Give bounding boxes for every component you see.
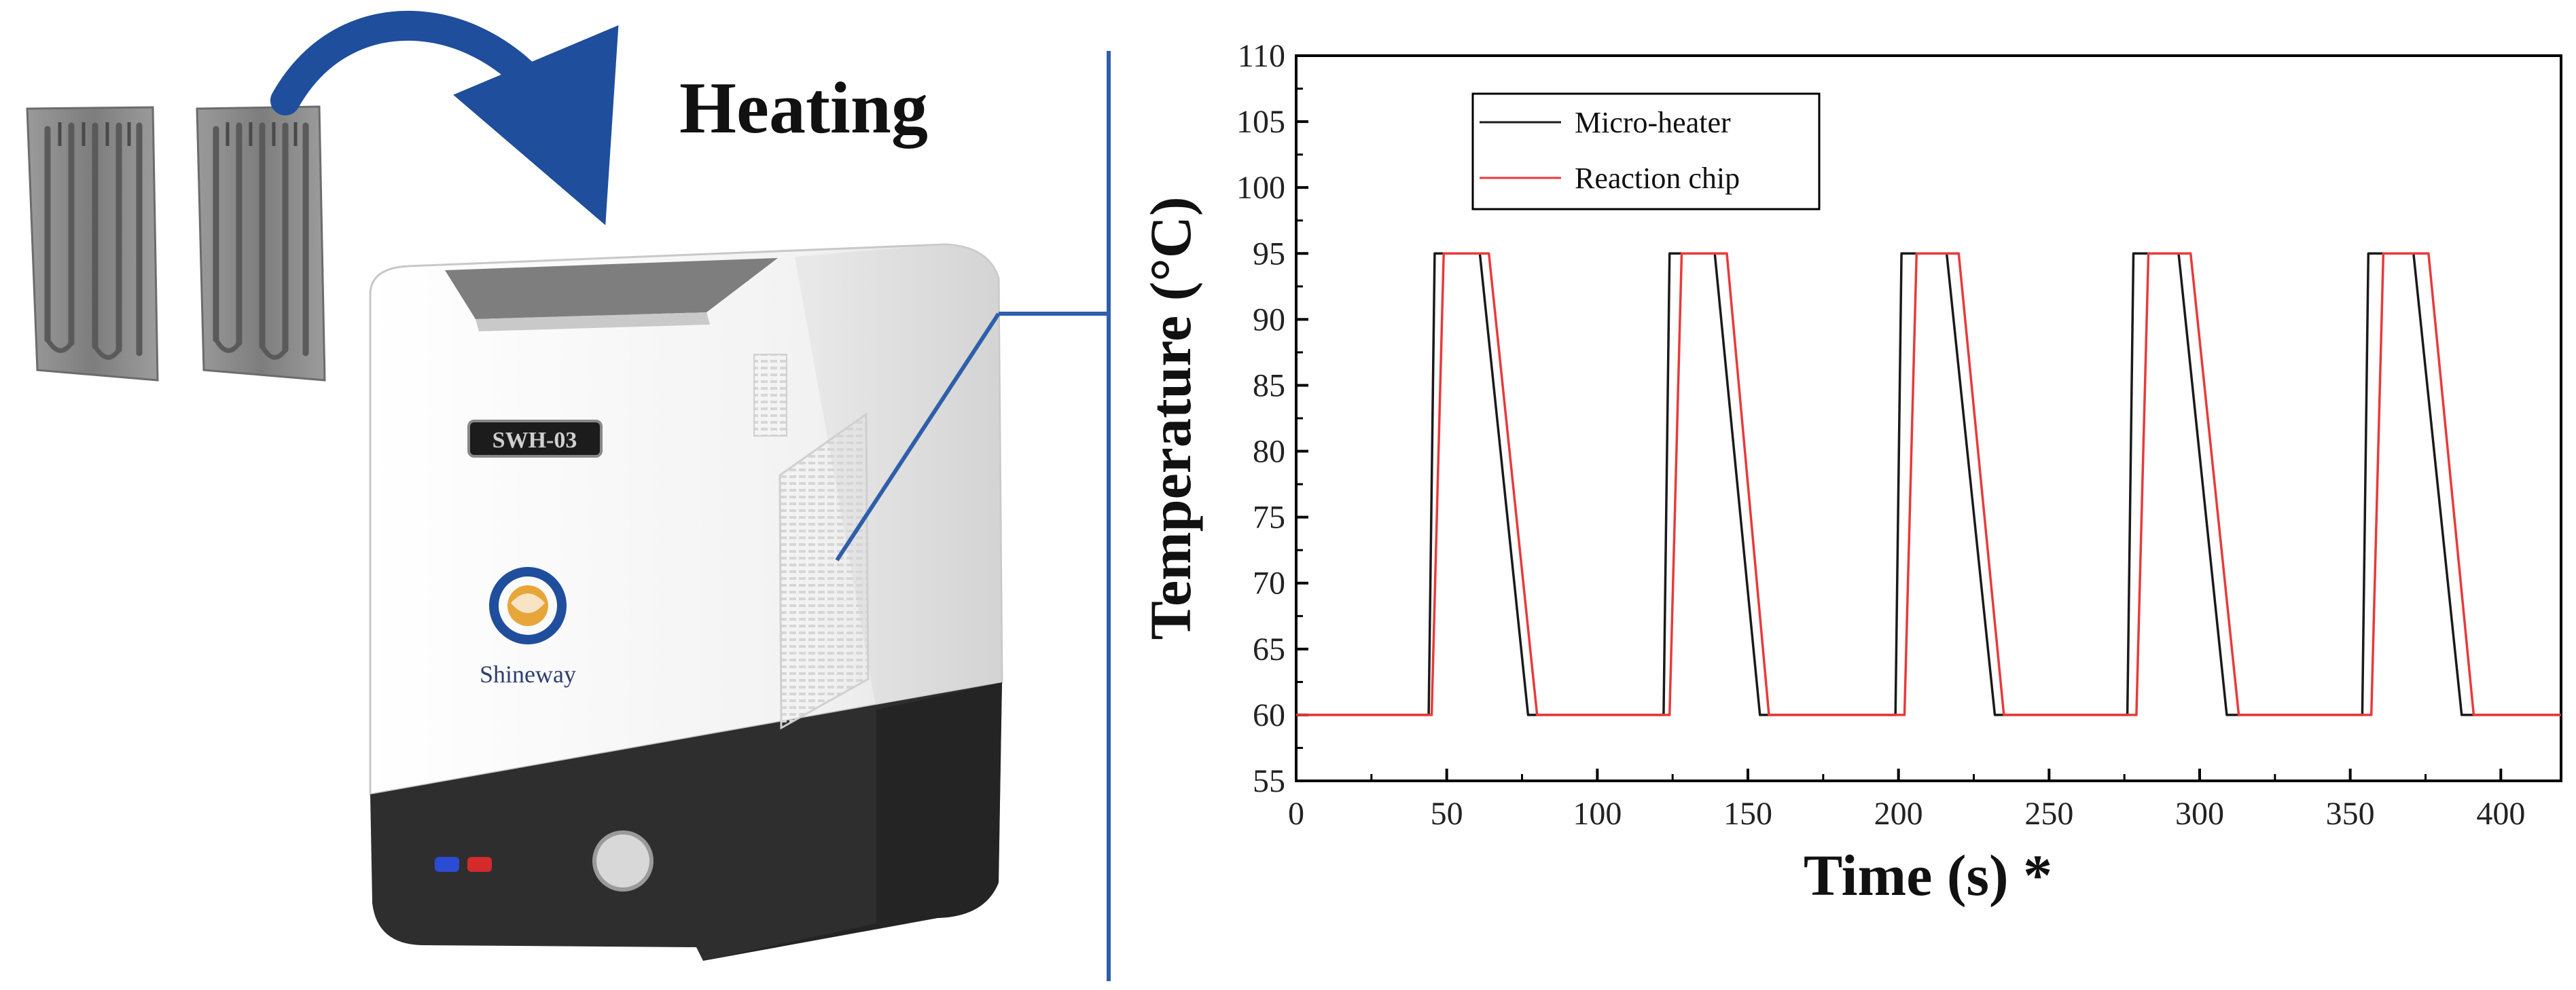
microfluidic-chip-right xyxy=(196,105,326,382)
y-tick-label: 90 xyxy=(1253,301,1285,337)
x-tick-label: 300 xyxy=(2175,796,2224,832)
vent-slot-top xyxy=(753,354,787,437)
x-tick-label: 200 xyxy=(1874,796,1923,832)
vent-grille xyxy=(779,412,870,730)
heating-device: SWH-03 Shineway xyxy=(369,243,1003,961)
x-tick-label: 350 xyxy=(2326,796,2375,832)
legend: Micro-heater Reaction chip xyxy=(1471,92,1821,210)
temperature-chart: 0 50 100 150 200 250 300 350 400 55 60 65 70 75 80 85 9… xyxy=(1138,38,2562,908)
legend-box xyxy=(1471,92,1821,210)
y-tick-label: 65 xyxy=(1253,631,1285,667)
device-lid-opening xyxy=(445,258,778,319)
microfluidic-chip-left xyxy=(26,106,159,382)
x-tick-label: 50 xyxy=(1431,796,1463,832)
brand-logo xyxy=(489,567,567,644)
y-tick-label: 55 xyxy=(1253,763,1285,799)
x-axis-label: Time (s) * xyxy=(1804,843,2052,908)
device-display xyxy=(467,420,603,458)
y-axis-ticks: 55 60 65 70 75 80 85 90 95 100 105 110 xyxy=(1236,38,1308,799)
x-axis-ticks: 0 50 100 150 200 250 300 350 400 xyxy=(1288,769,2525,832)
y-tick-label: 80 xyxy=(1253,434,1285,470)
heating-label: Heating xyxy=(679,68,928,149)
power-button[interactable] xyxy=(592,830,654,892)
x-tick-label: 100 xyxy=(1573,796,1622,832)
x-tick-label: 150 xyxy=(1723,796,1772,832)
x-tick-label: 250 xyxy=(2024,796,2073,832)
transfer-arrow xyxy=(270,10,619,225)
y-tick-label: 110 xyxy=(1238,38,1285,74)
legend-label-micro-heater: Micro-heater xyxy=(1575,106,1731,139)
device-display-label: SWH-03 xyxy=(493,428,577,453)
y-tick-label: 95 xyxy=(1253,236,1285,272)
series-line-reaction-chip xyxy=(1296,252,2561,716)
y-tick-label: 75 xyxy=(1253,500,1285,536)
y-tick-label: 70 xyxy=(1253,566,1285,602)
legend-label-reaction-chip: Reaction chip xyxy=(1575,162,1740,195)
y-tick-label: 100 xyxy=(1236,170,1285,206)
y-tick-label: 105 xyxy=(1236,104,1285,140)
x-tick-label: 400 xyxy=(2476,796,2525,832)
connector-red xyxy=(467,857,492,872)
device-base xyxy=(370,682,1002,961)
series-layer xyxy=(1296,252,2561,716)
brand-name: Shineway xyxy=(480,661,576,688)
connector-blue xyxy=(435,857,459,872)
y-axis-label: Temperature (°C) xyxy=(1138,197,1203,640)
callout-line xyxy=(835,312,1001,562)
x-tick-label: 0 xyxy=(1288,796,1304,832)
y-tick-label: 85 xyxy=(1253,367,1285,403)
y-tick-label: 60 xyxy=(1253,697,1285,733)
